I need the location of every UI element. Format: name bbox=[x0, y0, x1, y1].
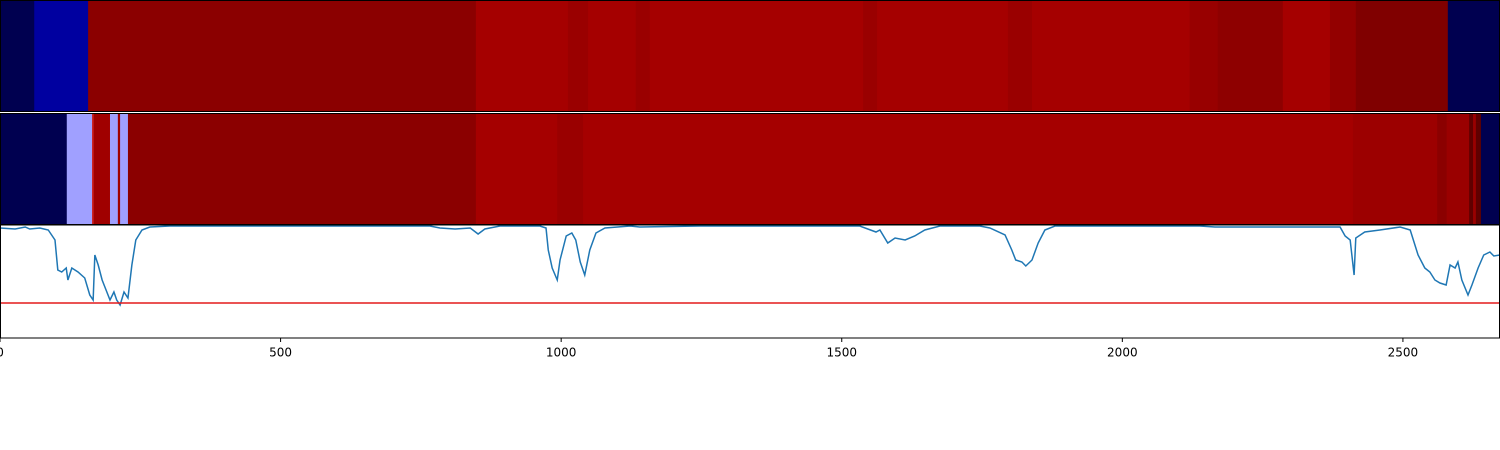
strip-segment bbox=[117, 113, 121, 225]
strip-segment bbox=[1355, 0, 1449, 112]
x-tick-label: 1000 bbox=[546, 346, 577, 360]
strip-segment bbox=[109, 113, 119, 225]
strip-segment bbox=[588, 0, 637, 112]
strip-segment bbox=[88, 0, 477, 112]
x-tick-label: 1500 bbox=[826, 346, 857, 360]
strip-segment bbox=[1469, 113, 1474, 225]
x-tick-label: 2000 bbox=[1107, 346, 1138, 360]
axes-frame bbox=[0, 224, 1500, 339]
strip-segment bbox=[93, 113, 111, 225]
strip-segment bbox=[1446, 113, 1470, 225]
x-tick-label: 2500 bbox=[1388, 346, 1419, 360]
strip-segment bbox=[0, 113, 68, 225]
strip-segment bbox=[1007, 0, 1033, 112]
x-tick-label: 0 bbox=[0, 346, 4, 360]
strip-segment bbox=[1189, 0, 1219, 112]
strip-segment bbox=[567, 0, 589, 112]
strip-segment bbox=[1282, 0, 1331, 112]
strip-segment bbox=[1352, 113, 1438, 225]
strip-segment bbox=[635, 0, 651, 112]
strip-segment bbox=[34, 0, 89, 112]
strip-segment bbox=[557, 113, 584, 225]
strip-segment bbox=[1437, 113, 1448, 225]
strip-segment bbox=[877, 0, 1009, 112]
strip-segment bbox=[1329, 0, 1357, 112]
strip-segment bbox=[475, 113, 558, 225]
strip-segment bbox=[863, 0, 878, 112]
strip-segment bbox=[1473, 113, 1477, 225]
strip-segment bbox=[127, 113, 477, 225]
strip-segment bbox=[475, 0, 569, 112]
strip-segment bbox=[1031, 0, 1191, 112]
strip-segment bbox=[92, 113, 95, 225]
line-series bbox=[0, 225, 1500, 307]
strip-segment bbox=[583, 113, 1354, 225]
strip-segment bbox=[0, 0, 35, 112]
strip-segment bbox=[1475, 113, 1482, 225]
strip-segment bbox=[1480, 113, 1500, 225]
strip-segment bbox=[120, 113, 129, 225]
strip-segment bbox=[66, 113, 93, 225]
strip-segment bbox=[1217, 0, 1284, 112]
strip-segment bbox=[649, 0, 864, 112]
x-tick-label: 500 bbox=[269, 346, 292, 360]
strip-segment bbox=[1447, 0, 1500, 112]
